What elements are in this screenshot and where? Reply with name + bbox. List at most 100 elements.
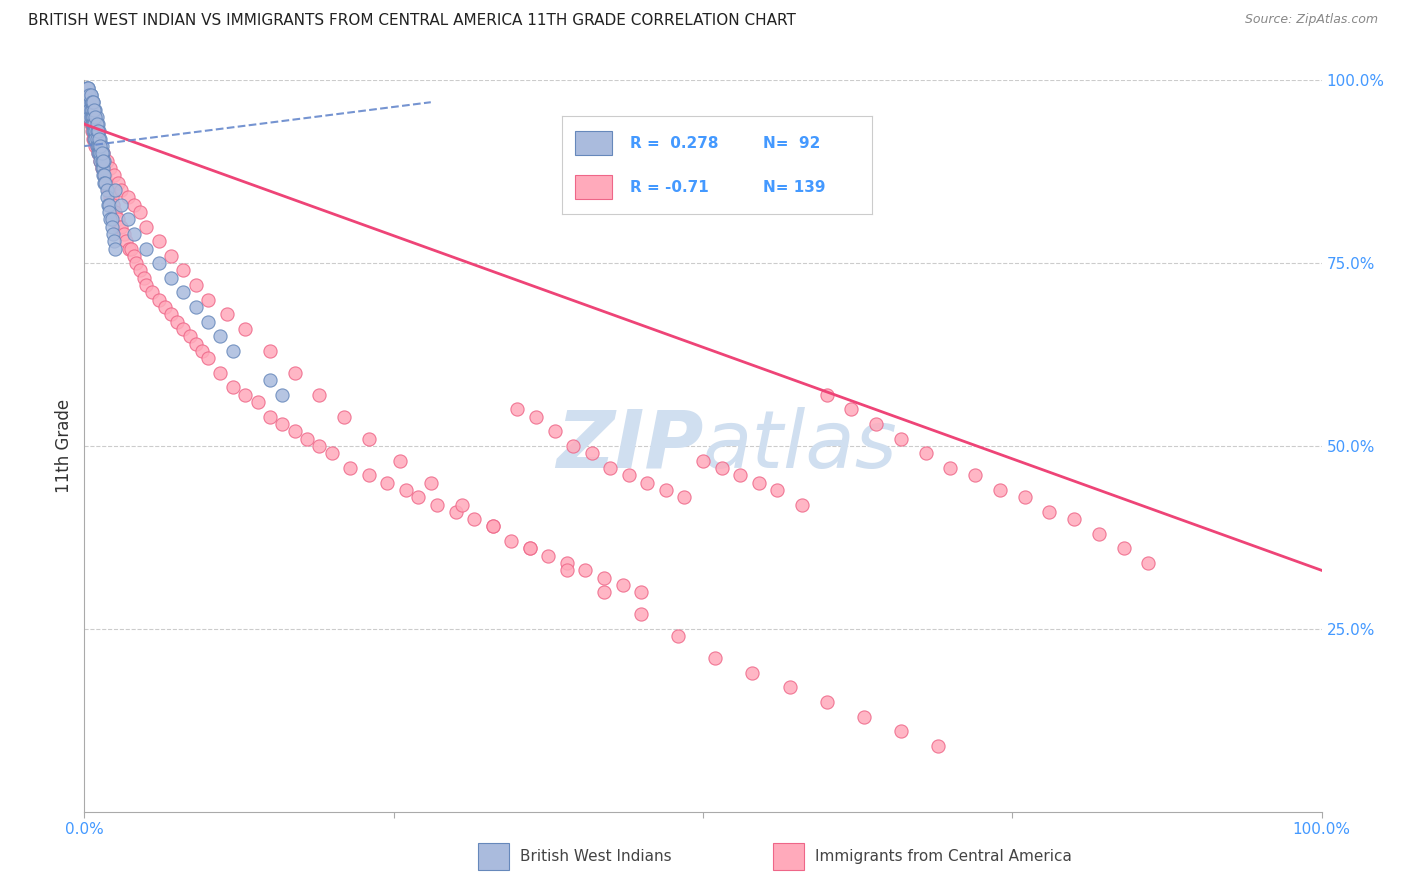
Point [79,87,101,102]
Point [179,329,201,343]
Point [308,388,330,402]
Point [96,176,118,190]
Point [259,343,281,358]
Point [79,87,101,102]
Point [215,307,238,321]
Point [160,249,183,263]
Point [98,205,121,219]
Point [129,263,152,277]
Point [93,169,115,183]
Point [80,95,103,110]
Point [148,234,170,248]
Point [222,343,245,358]
Point [77,110,100,124]
Point [222,380,245,394]
Point [710,461,733,475]
Point [94,169,117,183]
Point [481,519,503,533]
Point [79,110,101,124]
Point [98,161,121,175]
Point [87,146,110,161]
Point [103,169,125,183]
Point [748,475,770,490]
Point [110,219,132,234]
Point [80,124,103,138]
Point [79,103,101,117]
Point [408,490,430,504]
Point [148,293,170,307]
Point [655,483,678,497]
Point [524,409,547,424]
Point [284,366,307,380]
Point [1063,512,1085,526]
Point [543,425,565,439]
Point [83,124,105,138]
Point [519,541,541,556]
Point [86,132,108,146]
Point [339,461,361,475]
Point [141,285,163,300]
Point [90,139,112,153]
Point [333,409,356,424]
Point [184,300,207,314]
Text: N=  92: N= 92 [763,136,821,151]
Point [122,227,145,241]
Point [630,607,652,622]
Point [79,117,101,131]
Point [82,95,104,110]
Point [122,249,145,263]
Point [86,117,108,131]
Point [148,256,170,270]
Point [103,234,125,248]
Point [519,541,541,556]
Point [636,475,658,490]
Point [117,190,139,204]
Point [84,132,107,146]
Point [160,270,183,285]
Point [79,103,101,117]
Point [377,475,399,490]
Point [110,183,132,197]
Point [77,80,100,95]
Point [890,724,912,739]
Point [426,498,449,512]
Point [741,665,763,680]
Point [463,512,485,526]
Point [135,278,157,293]
Point [259,409,281,424]
Point [97,197,120,211]
Point [125,256,148,270]
Point [129,205,152,219]
Point [666,629,689,643]
Point [79,110,101,124]
Point [766,483,789,497]
Point [77,80,100,95]
Point [84,103,107,117]
Point [1112,541,1135,556]
Point [184,278,207,293]
Point [120,242,142,256]
Point [117,212,139,227]
Text: ZIP: ZIP [555,407,703,485]
Point [80,110,103,124]
Point [84,124,107,138]
Point [779,681,801,695]
Point [284,425,307,439]
Point [96,153,118,168]
Point [96,190,118,204]
FancyBboxPatch shape [575,175,612,200]
Point [82,95,104,110]
Point [86,110,108,124]
Point [89,139,111,153]
Point [84,110,107,124]
Text: R =  0.278: R = 0.278 [630,136,718,151]
Point [107,176,129,190]
Point [100,219,122,234]
Point [537,549,560,563]
Point [83,103,105,117]
Point [77,103,100,117]
Point [87,117,110,131]
Point [172,285,194,300]
Point [77,87,100,102]
Point [84,139,107,153]
